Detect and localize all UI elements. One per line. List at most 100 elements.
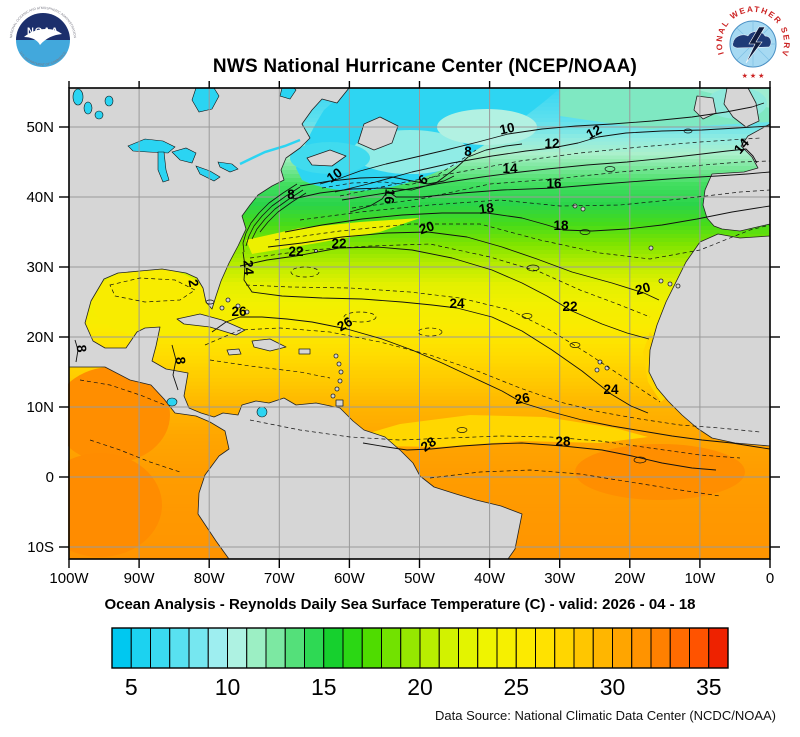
mask-top: [0, 0, 800, 88]
isotherm-label: 2: [185, 278, 201, 288]
lakes-layer: [72, 87, 301, 418]
isotherm-28-mexico: [74, 339, 79, 363]
isotherm-dashed-cell: [417, 327, 443, 337]
isotherm-label: 22: [288, 244, 303, 259]
isotherm-20: [267, 231, 660, 301]
colorbar-segment: [592, 627, 613, 669]
colorbar-segment: [438, 627, 459, 669]
colorbar-tick-label: 10: [215, 674, 241, 700]
isotherm-label: 24: [449, 296, 465, 311]
x-axis-label: 90W: [124, 570, 156, 587]
isotherm-dashed: [351, 160, 771, 209]
colorbar-tick-label: 25: [503, 674, 529, 700]
x-axis-label: 80W: [194, 570, 226, 587]
x-axis-labels: 100W 90W 80W 70W 60W 50W 40W 30W 20W 10W 0: [49, 570, 774, 587]
isotherm-dashed: [209, 359, 331, 379]
colorbar-segment: [689, 627, 710, 669]
colorbar-segment: [111, 627, 132, 669]
france-iberia: [702, 123, 771, 232]
isotherm-16: [349, 171, 771, 213]
isotherm-28: [362, 442, 717, 471]
colorbar-segment: [246, 627, 267, 669]
isotherm-label: 28: [555, 434, 571, 449]
isotherm-label: 26: [334, 314, 355, 335]
graticule: [69, 88, 770, 559]
lake-maracaibo: [256, 406, 268, 418]
jamaica: [226, 348, 242, 356]
americas-landmass: [68, 87, 523, 560]
isotherm-18: [284, 205, 771, 233]
noaa-emblem-sea: [16, 40, 70, 67]
isotherm-label: 18: [478, 200, 495, 217]
colorbar-segment: [669, 627, 690, 669]
colorbar: [111, 627, 729, 669]
colorbar-segment: [419, 627, 440, 669]
isotherm-label: 24: [603, 382, 619, 397]
colorbar-labels: 5 10 15 20 25 30 35: [125, 674, 722, 700]
colorbar-segment: [458, 627, 479, 669]
isotherm-6: [299, 175, 455, 187]
isotherm-label: 26: [514, 390, 532, 407]
isotherm-label: 22: [562, 299, 577, 314]
isotherm-dashed-cell: [343, 311, 377, 323]
lake: [83, 101, 93, 115]
lake: [94, 110, 104, 120]
isotherm-label: 8: [173, 356, 189, 365]
lake-erie: [195, 165, 221, 182]
gulf-of-guinea-warm: [575, 444, 745, 500]
isotherm-dashed: [299, 189, 771, 221]
colorbar-tick-label: 35: [696, 674, 722, 700]
hispaniola: [251, 338, 287, 352]
isotherm-dashed: [429, 469, 721, 497]
colorbar-segment: [150, 627, 171, 669]
newfoundland: [357, 116, 399, 151]
colorbar-segment: [227, 627, 248, 669]
colorbar-tick-label: 5: [125, 674, 138, 700]
mask-left: [0, 0, 69, 737]
colorbar-segment: [130, 627, 151, 669]
isotherm-dashed-cell: [290, 266, 320, 278]
colorbar-tick-label: 30: [600, 674, 626, 700]
isotherm-dashed: [89, 439, 181, 473]
colorbar-segment: [708, 627, 729, 669]
lake-huron: [171, 147, 197, 164]
isotherm-dashed: [274, 223, 771, 260]
isotherm-24: [242, 251, 649, 414]
colorbar-segment: [284, 627, 305, 669]
isotherm-label: 12: [584, 122, 604, 142]
isotherm-label: 22: [331, 236, 346, 251]
lake: [72, 88, 84, 106]
isotherm-label: 18: [553, 218, 569, 233]
isotherm-label: 26: [231, 304, 247, 319]
isotherm-dashed: [249, 419, 741, 459]
isotherm-dashed: [109, 277, 196, 303]
axis-ticks: [59, 81, 780, 568]
colorbar-segment: [207, 627, 228, 669]
colorbar-segment: [631, 627, 652, 669]
isotherm-dashed: [245, 284, 661, 403]
lake-nicaragua: [166, 397, 178, 407]
isotherm-label: 8: [74, 344, 90, 353]
x-axis-label: 10W: [684, 570, 716, 587]
puerto-rico: [298, 348, 311, 355]
x-axis-label: 100W: [49, 570, 89, 587]
x-axis-label: 40W: [474, 570, 506, 587]
colorbar-segment: [400, 627, 421, 669]
lake-michigan: [157, 151, 170, 183]
nova-scotia: [306, 149, 347, 167]
lake-ontario: [217, 161, 239, 173]
y-axis-label: 50N: [26, 119, 54, 136]
colorbar-segment: [477, 627, 498, 669]
y-axis-label: 10N: [26, 399, 54, 416]
noaa-logo: NOAA NATIONAL OCEANIC AND ATMOSPHERIC AD…: [8, 4, 78, 74]
y-axis-label: 0: [46, 469, 54, 486]
isotherm-26: [211, 316, 771, 450]
isotherm-28-pacific: [171, 344, 179, 391]
isotherm-label: 20: [634, 279, 652, 297]
isotherm-dashed: [204, 327, 761, 433]
colorbar-segment: [573, 627, 594, 669]
colorbar-segment: [612, 627, 633, 669]
y-axis-label: 30N: [26, 259, 54, 276]
isotherm-22: [239, 246, 650, 340]
